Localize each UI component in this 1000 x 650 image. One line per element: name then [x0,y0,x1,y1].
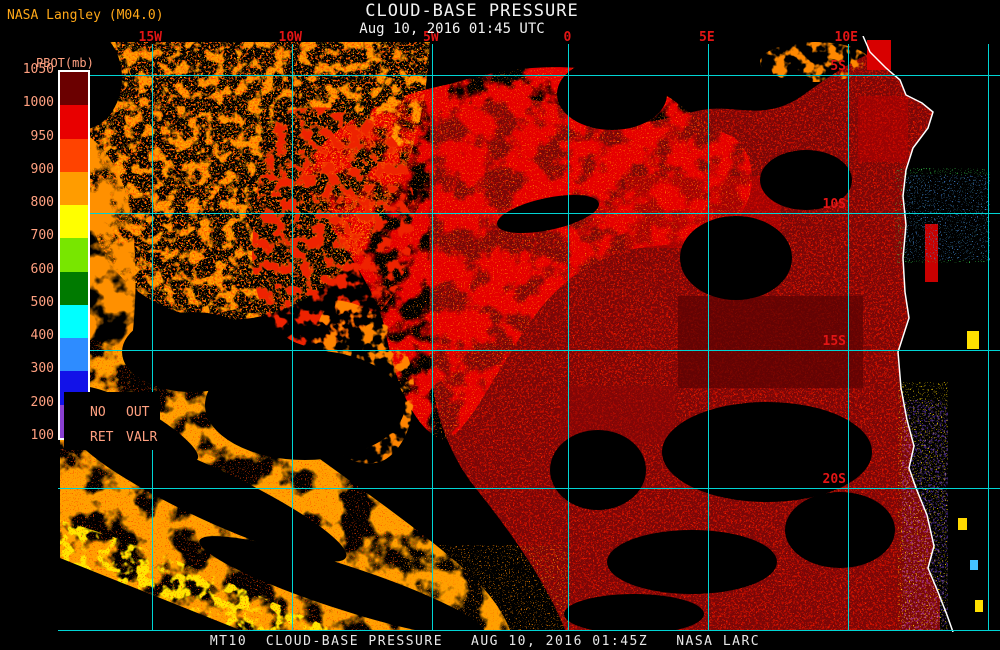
colorbar-segment [60,238,88,272]
footer-bar: MT10 CLOUD-BASE PRESSURE AUG 10, 2016 01… [0,632,1000,650]
colorbar-segment [60,304,88,339]
page-title: CLOUD-BASE PRESSURE [365,1,579,21]
coast-speckle [958,518,967,530]
data-tile [678,296,863,388]
agency-label: NASA Langley (M04.0) [7,8,164,23]
colorbar-segment [60,338,88,372]
flag-label: OUT [126,405,150,420]
coast-speckle [967,331,979,349]
retrieval-flags-legend: NO OUT RET VALR [64,392,160,450]
flag-legend-row: RET VALR [64,425,160,450]
footer-text: MT10 CLOUD-BASE PRESSURE AUG 10, 2016 01… [209,634,761,649]
colorbar-segment [60,138,88,172]
land-speckle [905,175,990,260]
colorbar-segment [60,271,88,305]
colorbar-segment [60,72,88,106]
flag-label: NO [90,405,106,420]
flag-label: RET [90,430,114,445]
colorbar-segment [60,105,88,139]
coast-speckle [970,560,978,570]
coast-speckle [975,600,983,612]
data-tile [858,96,908,162]
flag-label: VALR [126,430,158,445]
colorbar-segment [60,171,88,206]
coastline [862,36,954,632]
coast-speckle [902,400,948,630]
colorbar [58,70,90,440]
orange-patch [760,42,870,82]
timestamp-subtitle: Aug 10, 2016 01:45 UTC [359,21,545,37]
colorbar-title: PBOT(mb) [36,56,94,70]
colorbar-segment [60,205,88,239]
data-tile [867,40,891,70]
flag-legend-row: NO OUT [64,400,160,425]
